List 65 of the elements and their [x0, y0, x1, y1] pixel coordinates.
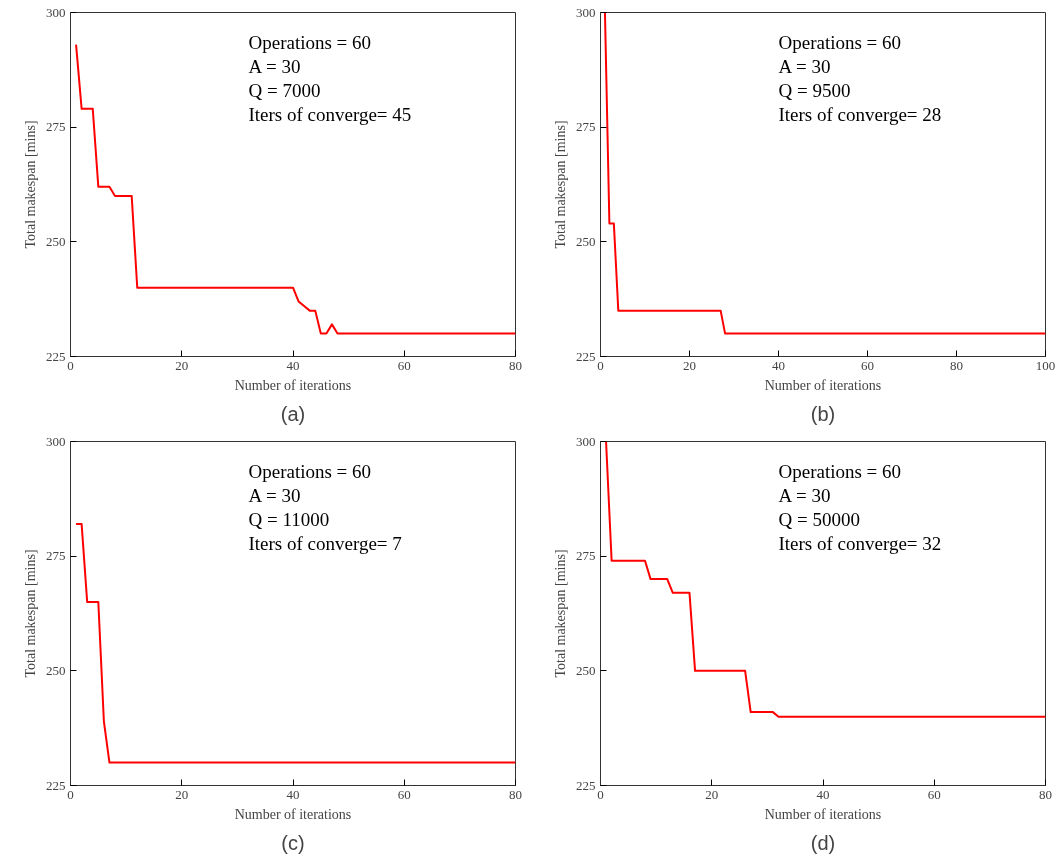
annotation: Q = 9500 [778, 79, 851, 101]
y-axis-title: Total makespan [mins] [23, 549, 38, 678]
y-tick-label: 300 [46, 433, 66, 449]
y-tick-label: 250 [46, 233, 66, 249]
annotation: A = 30 [248, 484, 301, 506]
x-tick-label: 0 [67, 786, 74, 802]
x-tick-label: 0 [67, 357, 74, 373]
annotation: A = 30 [778, 484, 831, 506]
x-tick-label: 20 [683, 357, 696, 373]
y-tick-label: 250 [46, 662, 66, 678]
annotation: Operations = 60 [778, 460, 902, 482]
x-tick-label: 0 [597, 357, 604, 373]
y-tick-label: 250 [576, 662, 596, 678]
y-tick-label: 300 [576, 433, 596, 449]
annotation: Q = 7000 [248, 79, 321, 101]
y-tick-label: 250 [576, 233, 596, 249]
text: (b) [810, 402, 836, 425]
y-tick-label: 275 [576, 548, 596, 564]
y-tick-label: 225 [576, 777, 596, 793]
text: (a) [280, 402, 306, 425]
y-tick-label: 300 [576, 4, 596, 20]
annotation: A = 30 [248, 55, 301, 77]
text: (c) [281, 831, 305, 854]
x-tick-label: 40 [286, 786, 300, 802]
y-tick-label: 275 [576, 119, 596, 135]
annotation: Operations = 60 [248, 460, 372, 482]
x-axis-title: Number of iterations [234, 806, 352, 822]
y-tick-label: 225 [576, 348, 596, 364]
x-axis-title: Number of iterations [764, 806, 882, 822]
x-tick-label: 40 [816, 786, 830, 802]
y-axis-title: Total makespan [mins] [553, 120, 568, 249]
x-tick-label: 60 [397, 357, 411, 373]
x-tick-label: 100 [1035, 357, 1056, 373]
x-axis-title: Number of iterations [764, 377, 882, 393]
annotation: A = 30 [778, 55, 831, 77]
x-tick-label: 60 [927, 786, 941, 802]
annotation: Q = 50000 [778, 508, 860, 530]
y-tick-label: 275 [46, 548, 66, 564]
y-tick-label: 275 [46, 119, 66, 135]
x-tick-label: 20 [175, 786, 189, 802]
x-tick-label: 80 [509, 786, 522, 802]
x-tick-label: 80 [950, 357, 963, 373]
annotation: Iters of converge= 45 [248, 103, 412, 125]
x-tick-label: 20 [705, 786, 719, 802]
x-tick-label: 60 [861, 357, 874, 373]
x-tick-label: 60 [397, 786, 411, 802]
x-tick-label: 80 [509, 357, 522, 373]
x-tick-label: 0 [597, 786, 604, 802]
x-tick-label: 20 [175, 357, 189, 373]
annotation: Iters of converge= 32 [778, 532, 942, 554]
annotation: Operations = 60 [778, 31, 902, 53]
annotation: Operations = 60 [248, 31, 372, 53]
y-tick-label: 225 [46, 348, 66, 364]
x-axis-title: Number of iterations [234, 377, 352, 393]
annotation: Iters of converge= 28 [778, 103, 942, 125]
y-tick-label: 225 [46, 777, 66, 793]
x-tick-label: 40 [286, 357, 300, 373]
x-tick-label: 40 [772, 357, 785, 373]
annotation: Q = 11000 [248, 508, 330, 530]
annotation: Iters of converge= 7 [248, 532, 402, 554]
text: (d) [810, 831, 836, 854]
y-axis-title: Total makespan [mins] [23, 120, 38, 249]
y-axis-title: Total makespan [mins] [553, 549, 568, 678]
x-tick-label: 80 [1039, 786, 1052, 802]
y-tick-label: 300 [46, 4, 66, 20]
